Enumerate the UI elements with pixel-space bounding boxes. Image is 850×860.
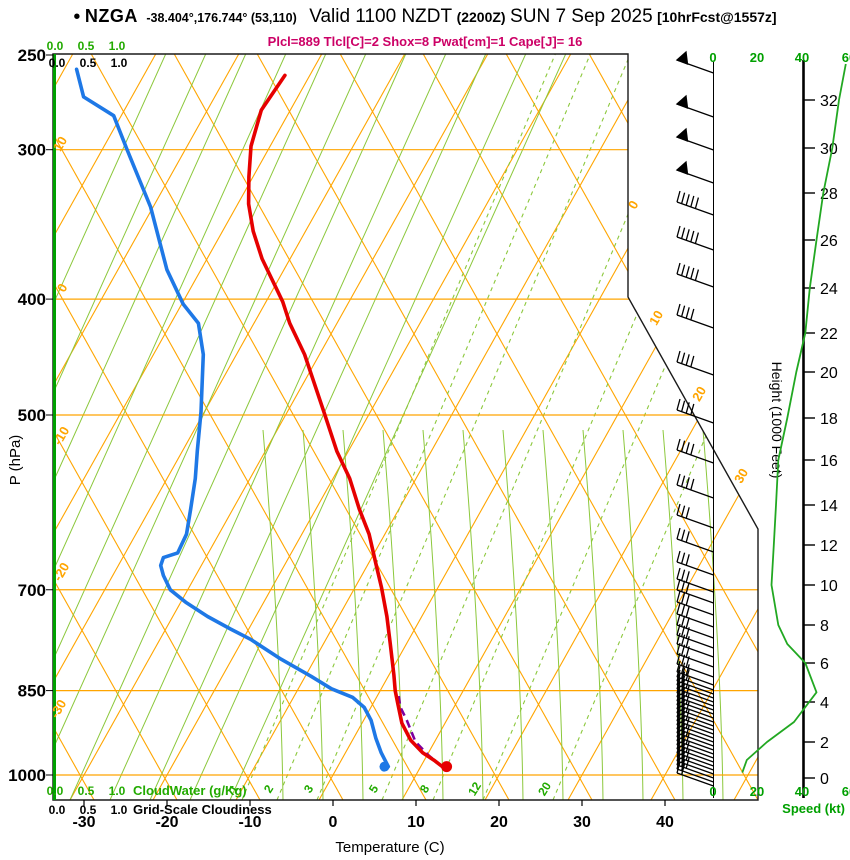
svg-text:5: 5 — [366, 782, 382, 795]
svg-text:24: 24 — [820, 281, 838, 298]
svg-text:0: 0 — [54, 281, 71, 295]
pressure-axis: 250 300 400 500 700 850 1000 P (hPa) — [7, 46, 53, 785]
svg-text:32: 32 — [820, 93, 838, 110]
svg-text:18: 18 — [820, 411, 838, 428]
svg-text:-30: -30 — [47, 697, 69, 721]
svg-text:0.0: 0.0 — [49, 803, 66, 817]
svg-text:P (hPa): P (hPa) — [7, 435, 24, 486]
svg-text:CloudWater (g/Kg): CloudWater (g/Kg) — [133, 783, 247, 798]
wind-speed-curve — [741, 63, 847, 773]
cloudwater-scale: 0.0 0.0 0.5 0.5 1.0 1.0 0.0 0.0 0.5 0.5 1.0 1.0 Clou… — [47, 39, 272, 817]
svg-text:1.0: 1.0 — [111, 803, 128, 817]
surface-dewpoint-dot — [379, 761, 390, 772]
svg-text:0: 0 — [709, 50, 716, 65]
svg-text:4: 4 — [820, 695, 829, 712]
svg-text:0.5: 0.5 — [80, 803, 97, 817]
svg-text:Temperature (C): Temperature (C) — [335, 839, 444, 856]
forecast-hour: [10hrFcst@1557z] — [657, 9, 777, 25]
svg-text:0: 0 — [329, 814, 338, 831]
svg-text:30: 30 — [820, 141, 838, 158]
surface-temperature-dot — [441, 761, 453, 773]
svg-text:0.5: 0.5 — [78, 39, 95, 53]
svg-text:20: 20 — [689, 384, 709, 404]
svg-text:20: 20 — [535, 779, 554, 798]
svg-text:2: 2 — [261, 782, 277, 795]
svg-text:0.0: 0.0 — [47, 784, 64, 798]
svg-text:30: 30 — [731, 466, 751, 486]
svg-text:60: 60 — [842, 50, 850, 65]
wind-barbs — [675, 50, 714, 787]
valid-time: Valid 1100 NZDT — [309, 6, 453, 27]
svg-text:8: 8 — [417, 782, 433, 795]
svg-text:0: 0 — [709, 784, 716, 799]
svg-text:0.5: 0.5 — [78, 784, 95, 798]
svg-text:1.0: 1.0 — [111, 56, 128, 70]
svg-text:Height (1000 Feet): Height (1000 Feet) — [769, 362, 785, 479]
station-id: NZGA — [84, 6, 138, 26]
svg-text:40: 40 — [795, 50, 809, 65]
svg-text:0.0: 0.0 — [49, 56, 66, 70]
svg-text:400: 400 — [18, 290, 46, 309]
svg-text:0: 0 — [625, 198, 642, 212]
svg-text:26: 26 — [820, 233, 838, 250]
svg-text:30: 30 — [573, 814, 591, 831]
svg-text:20: 20 — [820, 365, 838, 382]
svg-text:12: 12 — [465, 779, 484, 798]
temperature-curve — [246, 73, 445, 769]
svg-text:Speed (kt): Speed (kt) — [782, 801, 845, 816]
svg-text:60: 60 — [842, 784, 850, 799]
svg-text:0.0: 0.0 — [47, 39, 64, 53]
speed-axis: 00202040406060Speed (kt) — [709, 50, 850, 816]
station-bullet-icon: • — [73, 6, 81, 28]
svg-text:8: 8 — [820, 618, 829, 635]
svg-text:-10: -10 — [238, 814, 261, 831]
svg-text:2: 2 — [820, 735, 829, 752]
svg-text:20: 20 — [750, 50, 764, 65]
svg-text:22: 22 — [820, 326, 838, 343]
svg-text:-30: -30 — [72, 814, 95, 831]
svg-text:10: 10 — [646, 308, 666, 328]
dewpoint-curve — [74, 67, 391, 769]
svg-text:1.0: 1.0 — [109, 784, 126, 798]
isotherms — [53, 54, 758, 800]
svg-text:0.5: 0.5 — [80, 56, 97, 70]
svg-text:1000: 1000 — [8, 766, 46, 785]
svg-text:20: 20 — [490, 814, 508, 831]
svg-text:40: 40 — [795, 784, 809, 799]
svg-text:300: 300 — [18, 141, 46, 160]
svg-text:10: 10 — [820, 578, 838, 595]
svg-text:12: 12 — [820, 538, 838, 555]
plot-border — [52, 53, 759, 801]
svg-text:14: 14 — [820, 498, 838, 515]
svg-text:20: 20 — [750, 784, 764, 799]
svg-text:16: 16 — [820, 453, 838, 470]
chart-title: • NZGA -38.404°,176.744° (53,110) Valid … — [0, 6, 850, 29]
svg-text:700: 700 — [18, 581, 46, 600]
temperature-axis: -30 -20 -10 0 10 20 30 40 Temperature (C) — [72, 800, 674, 856]
svg-text:10: 10 — [50, 134, 70, 154]
pressure-gridlines — [53, 149, 758, 776]
svg-text:40: 40 — [656, 814, 674, 831]
station-coordinates: -38.404°,176.744° (53,110) — [146, 11, 297, 25]
stability-indices: Plcl=889 Tlcl[C]=2 Shox=8 Pwat[cm]=1 Cap… — [267, 34, 583, 49]
valid-time-utc: (2200Z) — [456, 9, 506, 25]
svg-text:Grid-Scale Cloudiness: Grid-Scale Cloudiness — [133, 802, 272, 817]
svg-text:-20: -20 — [155, 814, 178, 831]
svg-text:10: 10 — [407, 814, 425, 831]
svg-text:3: 3 — [301, 782, 317, 795]
svg-text:250: 250 — [18, 46, 46, 65]
svg-text:500: 500 — [18, 406, 46, 425]
svg-text:0: 0 — [820, 771, 829, 788]
valid-date: SUN 7 Sep 2025 — [510, 6, 653, 27]
svg-text:850: 850 — [18, 682, 46, 701]
svg-text:1.0: 1.0 — [109, 39, 126, 53]
svg-text:6: 6 — [820, 656, 829, 673]
moist-adiabats — [53, 54, 724, 800]
